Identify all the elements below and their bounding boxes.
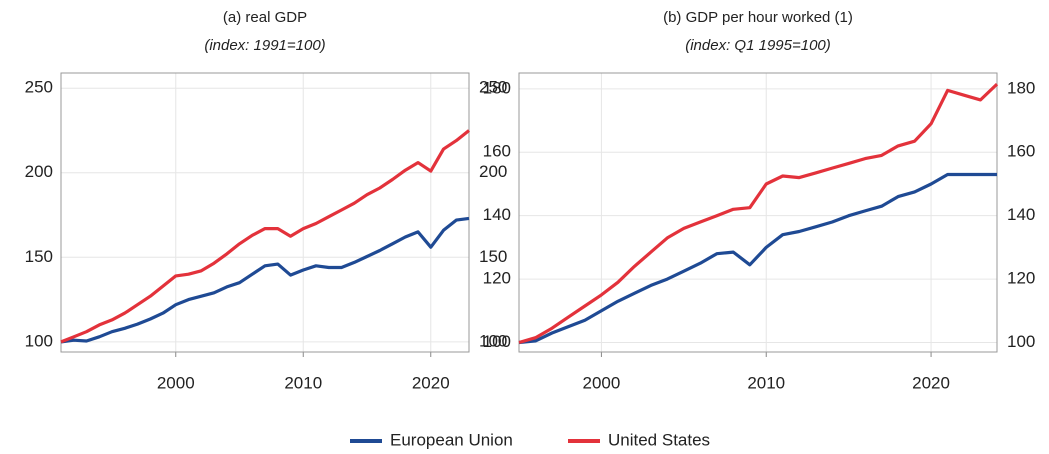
legend: European Union United States bbox=[350, 430, 710, 449]
legend-label: European Union bbox=[390, 430, 513, 449]
chart-subtitle: (index: 1991=100) bbox=[204, 37, 325, 54]
chart-title: (b) GDP per hour worked (1) bbox=[663, 9, 853, 26]
chart-subtitle: (index: Q1 1995=100) bbox=[685, 37, 831, 54]
x-tick-label: 2010 bbox=[284, 373, 322, 392]
plot-frame bbox=[60, 72, 470, 353]
y-tick-label: 100 bbox=[25, 331, 53, 350]
y-tick-label: 120 bbox=[483, 269, 511, 288]
y2-tick-label: 250 bbox=[479, 78, 507, 97]
y-tick-label: 200 bbox=[25, 162, 53, 181]
y-tick-label: 180 bbox=[483, 78, 511, 97]
y2-tick-label: 160 bbox=[1007, 142, 1035, 161]
y-tick-label: 250 bbox=[25, 78, 53, 97]
x-tick-label: 2000 bbox=[157, 373, 195, 392]
x-tick-label: 2000 bbox=[582, 373, 620, 392]
y-tick-label: 140 bbox=[483, 205, 511, 224]
series-line bbox=[518, 82, 999, 345]
y-tick-label: 100 bbox=[483, 332, 511, 351]
y-tick-label: 150 bbox=[25, 247, 53, 266]
plot-frame bbox=[518, 72, 998, 353]
x-tick-label: 2020 bbox=[412, 373, 450, 392]
chart-title: (a) real GDP bbox=[223, 9, 307, 26]
y2-tick-label: 120 bbox=[1007, 269, 1035, 288]
y2-tick-label: 150 bbox=[479, 247, 507, 266]
legend-label: United States bbox=[608, 430, 710, 449]
x-tick-label: 2020 bbox=[912, 373, 950, 392]
series-line bbox=[60, 216, 470, 344]
series-line bbox=[518, 172, 997, 345]
y-tick-label: 160 bbox=[483, 142, 511, 161]
series-line bbox=[60, 129, 470, 344]
y2-tick-label: 100 bbox=[1007, 332, 1035, 351]
y2-tick-label: 140 bbox=[1007, 205, 1035, 224]
y2-tick-label: 100 bbox=[479, 331, 507, 350]
x-tick-label: 2010 bbox=[747, 373, 785, 392]
y2-tick-label: 200 bbox=[479, 162, 507, 181]
y2-tick-label: 180 bbox=[1007, 78, 1035, 97]
